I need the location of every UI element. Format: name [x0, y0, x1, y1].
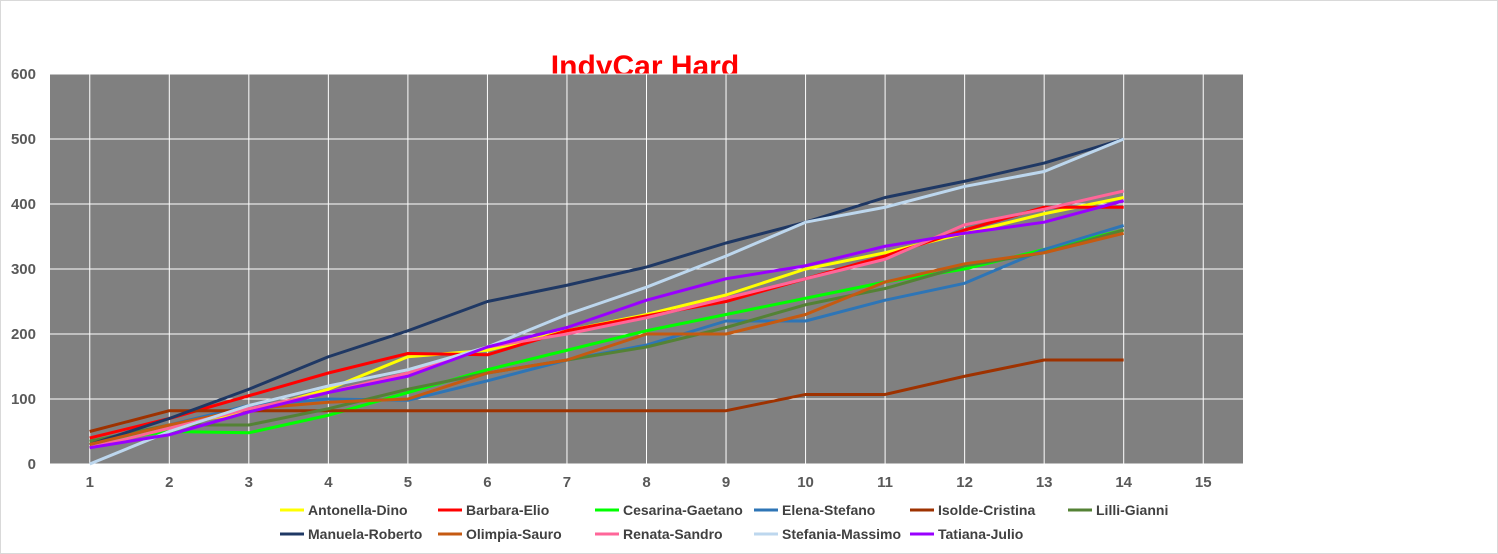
legend-label: Elena-Stefano: [782, 502, 875, 518]
legend-item: Tatiana-Julio: [910, 526, 1023, 542]
series-line-lilli-gianni: [89, 228, 1125, 443]
series-line-stefania-massimo: [89, 137, 1125, 466]
legend-label: Renata-Sandro: [623, 526, 723, 542]
x-tick-label: 11: [877, 474, 893, 491]
x-tick-label: 4: [324, 474, 333, 491]
x-tick-label: 10: [797, 474, 814, 491]
x-tick-label: 12: [956, 474, 973, 491]
series-line-renata-sandro: [89, 189, 1125, 450]
legend-label: Tatiana-Julio: [938, 526, 1023, 542]
x-tick-label: 5: [404, 474, 412, 491]
x-tick-label: 8: [642, 474, 650, 491]
x-axis-ticks: 1 2 3 4 5 6 7 8 9 10 11 12 13 14 15: [86, 474, 1212, 491]
legend-item: Cesarina-Gaetano: [595, 502, 743, 518]
x-tick-label: 7: [563, 474, 571, 491]
x-tick-label: 1: [86, 474, 94, 491]
x-tick-label: 14: [1115, 474, 1132, 491]
y-tick-label: 500: [11, 131, 36, 148]
series-line-tatiana-julio: [89, 199, 1125, 450]
legend-label: Stefania-Massimo: [782, 526, 901, 542]
legend-label: Antonella-Dino: [308, 502, 408, 518]
legend-item: Lilli-Gianni: [1068, 502, 1168, 518]
legend-item: Renata-Sandro: [595, 526, 723, 542]
legend-label: Isolde-Cristina: [938, 502, 1035, 518]
x-tick-label: 15: [1195, 474, 1212, 491]
y-tick-label: 200: [11, 326, 36, 343]
y-tick-label: 100: [11, 391, 36, 408]
legend-label: Barbara-Elio: [466, 502, 549, 518]
legend-item: Stefania-Massimo: [754, 526, 901, 542]
legend-item: Barbara-Elio: [438, 502, 549, 518]
series-line-manuela-roberto: [89, 137, 1125, 446]
y-tick-label: 400: [11, 196, 36, 213]
y-axis-ticks: 0 100 200 300 400 500 600: [11, 66, 36, 473]
series-line-cesarina-gaetano: [89, 228, 1125, 443]
legend-label: Cesarina-Gaetano: [623, 502, 743, 518]
legend-label: Lilli-Gianni: [1096, 502, 1168, 518]
x-tick-label: 6: [483, 474, 491, 491]
legend-item: Olimpia-Sauro: [438, 526, 562, 542]
series-line-isolde-cristina: [89, 358, 1124, 433]
legend-label: Manuela-Roberto: [308, 526, 422, 542]
x-tick-label: 3: [245, 474, 253, 491]
legend-item: Manuela-Roberto: [280, 526, 422, 542]
legend-item: Isolde-Cristina: [910, 502, 1035, 518]
legend-item: Elena-Stefano: [754, 502, 875, 518]
legend: Antonella-Dino Barbara-Elio Cesarina-Gaeta…: [280, 502, 1168, 542]
x-tick-label: 2: [165, 474, 173, 491]
legend-label: Olimpia-Sauro: [466, 526, 562, 542]
y-tick-label: 300: [11, 261, 36, 278]
legend-item: Antonella-Dino: [280, 502, 408, 518]
y-tick-label: 600: [11, 66, 36, 83]
x-tick-label: 9: [722, 474, 730, 491]
y-tick-label: 0: [28, 456, 36, 473]
series-lines: [89, 137, 1125, 466]
x-tick-label: 13: [1036, 474, 1053, 491]
